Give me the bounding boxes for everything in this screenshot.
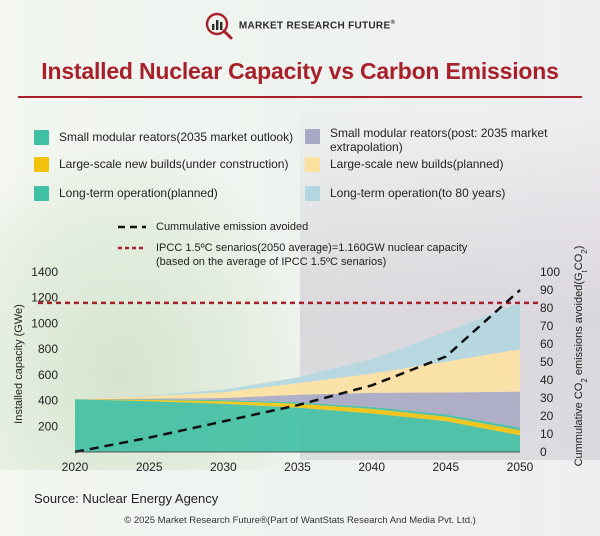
legend-swatch — [305, 129, 320, 144]
legend-item-large-planned: Large-scale new builds(planned) — [305, 157, 503, 172]
x-tick-label: 2025 — [136, 460, 163, 474]
area-series-4 — [75, 349, 520, 400]
legend-swatch — [305, 186, 320, 201]
y-tick-label: 600 — [38, 368, 58, 382]
y2-tick-label: 80 — [540, 301, 554, 315]
y2-tick-label: 10 — [540, 427, 554, 441]
legend-label: Small modular reators(2035 market outloo… — [59, 130, 294, 144]
legend-swatch — [34, 130, 49, 145]
x-tick-label: 2035 — [284, 460, 311, 474]
y2-tick-label: 30 — [540, 391, 554, 405]
dashed-red-line-icon — [118, 246, 146, 250]
x-tick-label: 2020 — [62, 460, 89, 474]
dashed-black-line-icon — [118, 225, 146, 229]
legend-label: Large-scale new builds(under constructio… — [59, 157, 289, 171]
y2-axis-label: Cummulative CO2 emissions avoided(GtCO2) — [573, 246, 589, 467]
area-series-2 — [75, 399, 520, 431]
page-title: Installed Nuclear Capacity vs Carbon Emi… — [41, 58, 559, 84]
legend-label: Cummulative emission avoided — [156, 221, 309, 233]
area-series-0 — [75, 399, 520, 452]
y-tick-label: 200 — [38, 419, 58, 433]
copyright-footer: © 2025 Market Research Future®(Part of W… — [124, 515, 476, 526]
y2-tick-label: 70 — [540, 319, 554, 333]
legend-item-cumulative-line: Cummulative emission avoided — [118, 220, 308, 234]
legend-label: Large-scale new builds(planned) — [330, 157, 504, 171]
y2-tick-label: 20 — [540, 409, 554, 423]
y2-tick-label: 90 — [540, 283, 554, 297]
legend-item-large-under-construction: Large-scale new builds(under constructio… — [34, 157, 288, 172]
x-tick-label: 2045 — [432, 460, 459, 474]
legend-item-lto-80-years: Long-term operation(to 80 years) — [305, 186, 505, 201]
legend-label: Long-term operation(planned) — [59, 186, 218, 200]
legend-swatch — [34, 186, 49, 201]
y-tick-label: 1000 — [31, 316, 58, 330]
cumulative-emission-line — [74, 289, 521, 454]
brand-header: MARKET RESEARCH FUTURE® — [0, 10, 600, 42]
brand-name: MARKET RESEARCH FUTURE® — [238, 20, 396, 32]
area-series-3 — [75, 391, 520, 428]
y2-tick-label: 0 — [540, 445, 547, 459]
x-tick-label: 2030 — [210, 460, 237, 474]
y-tick-label: 400 — [38, 394, 58, 408]
legend-label: Long-term operation(to 80 years) — [330, 186, 506, 200]
legend-item-smr-post-2035: Small modular reators(post: 2035 market … — [305, 126, 555, 154]
legend-item-lto-planned: Long-term operation(planned) — [34, 186, 218, 201]
brand-logo-icon — [205, 12, 233, 40]
y2-tick-label: 40 — [540, 373, 554, 387]
x-tick-label: 2040 — [358, 460, 385, 474]
area-series-5 — [75, 302, 520, 400]
y2-tick-label: 100 — [540, 265, 560, 279]
y-axis-label: Installed capacity (GWe) — [13, 304, 25, 424]
y-tick-label: 1200 — [31, 291, 58, 305]
legend-label: Small modular reators(post: 2035 market … — [330, 126, 548, 154]
x-tick-label: 2050 — [507, 460, 534, 474]
y-tick-label: 800 — [38, 342, 58, 356]
area-series-1 — [75, 399, 520, 436]
y-tick-label: 1400 — [31, 265, 58, 279]
y2-tick-label: 60 — [540, 337, 554, 351]
legend-item-ipcc-line: IPCC 1.5ºC senarios(2050 average)=1.160G… — [118, 241, 467, 269]
y2-tick-label: 50 — [540, 355, 554, 369]
legend-swatch — [305, 157, 320, 172]
source-note: Source: Nuclear Energy Agency — [34, 491, 219, 506]
legend-swatch — [34, 157, 49, 172]
legend-label: IPCC 1.5ºC senarios(2050 average)=1.160G… — [156, 242, 468, 268]
title-divider — [18, 96, 582, 98]
legend-item-smr-2035: Small modular reators(2035 market outloo… — [34, 130, 293, 145]
